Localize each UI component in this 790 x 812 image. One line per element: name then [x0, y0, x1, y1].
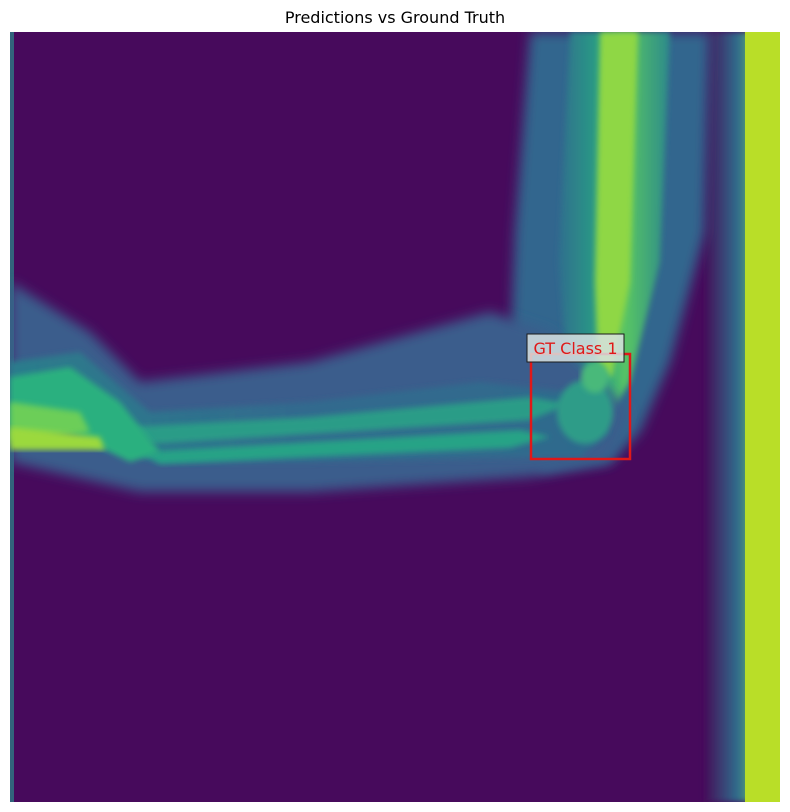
gt-label-background	[526, 333, 625, 363]
xray-canvas: GT Class 1	[10, 32, 780, 802]
xray-image: GT Class 1	[10, 32, 780, 802]
gt-label-text: GT Class 1	[533, 339, 617, 358]
figure-title: Predictions vs Ground Truth	[284, 8, 506, 27]
